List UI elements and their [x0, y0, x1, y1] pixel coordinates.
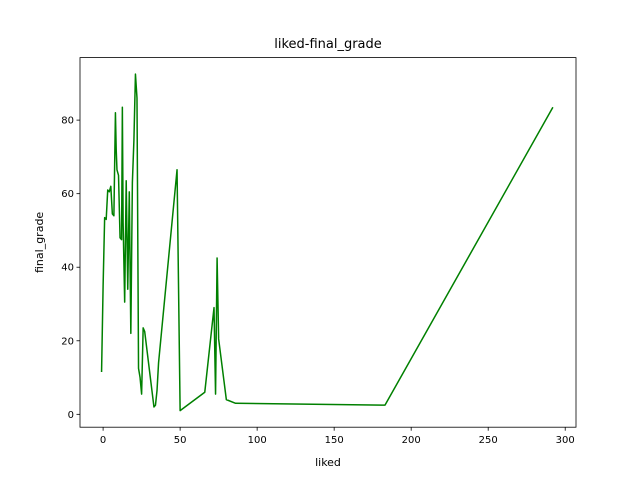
x-axis: 0 50 100 150 200 250 300 [100, 427, 575, 446]
x-tick-label: 0 [100, 435, 106, 446]
chart-title: liked-final_grade [274, 37, 382, 52]
y-tick-label: 40 [61, 263, 74, 274]
plot-area [100, 73, 554, 412]
y-tick-label: 80 [61, 116, 74, 127]
y-axis-label: final_grade [33, 212, 46, 273]
x-tick-label: 150 [325, 435, 344, 446]
y-tick-label: 60 [61, 189, 74, 200]
series-line-0 [100, 73, 554, 412]
y-axis: 0 20 40 60 80 [61, 116, 80, 421]
x-tick-label: 100 [248, 435, 267, 446]
y-tick-label: 20 [61, 336, 74, 347]
x-tick-label: 200 [402, 435, 421, 446]
x-tick-label: 250 [479, 435, 498, 446]
x-axis-label: liked [315, 456, 341, 469]
axes-frame [79, 57, 577, 428]
x-tick-label: 50 [174, 435, 187, 446]
x-tick-label: 300 [556, 435, 575, 446]
y-tick-label: 0 [68, 410, 74, 421]
